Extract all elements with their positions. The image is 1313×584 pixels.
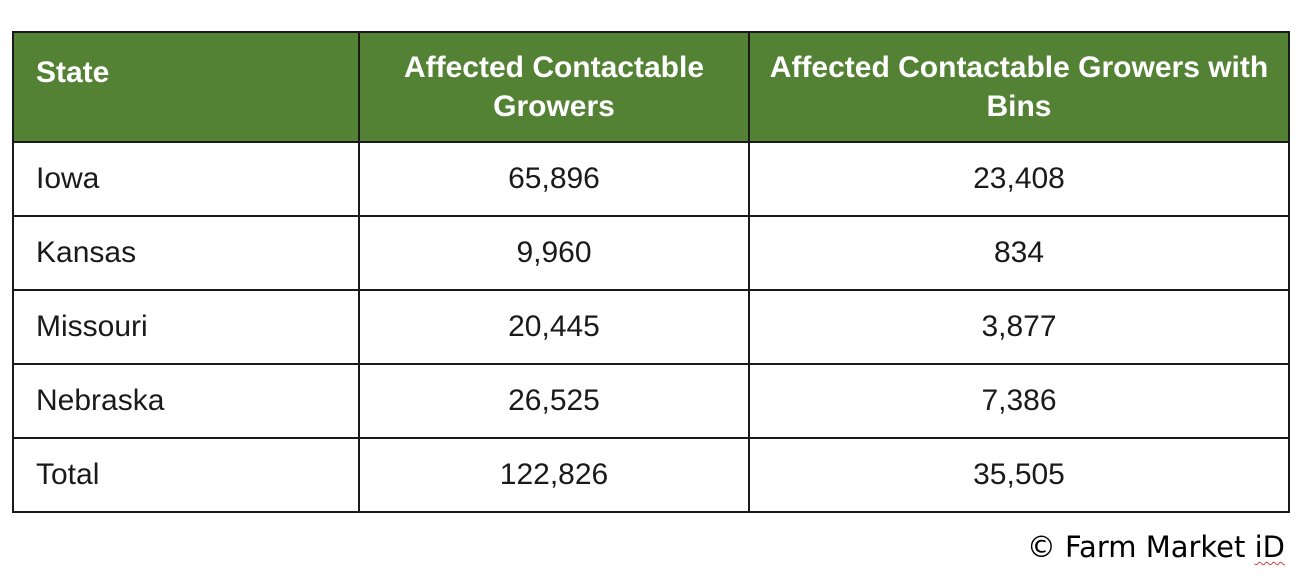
cell-growers: 122,826 [358,437,750,513]
copyright-text: © Farm Market [1026,530,1246,564]
cell-state: Total [12,437,360,513]
table-row: Nebraska 26,525 7,386 [12,363,1290,439]
cell-state: Nebraska [12,363,360,439]
cell-growers: 65,896 [358,141,750,217]
table-row-total: Total 122,826 35,505 [12,437,1290,513]
table-row: Missouri 20,445 3,877 [12,289,1290,365]
copyright-notice: © Farm Market iD [1027,530,1285,564]
cell-growers: 20,445 [358,289,750,365]
cell-state: Kansas [12,215,360,291]
cell-growers-with-bins: 7,386 [748,363,1290,439]
copyright-brand-id: iD [1254,530,1285,564]
growers-table: State Affected Contactable Growers Affec… [12,31,1290,513]
header-state: State [12,31,360,143]
header-affected-growers: Affected Contactable Growers [358,31,750,143]
table-header-row: State Affected Contactable Growers Affec… [12,31,1290,143]
cell-state: Iowa [12,141,360,217]
table-row: Iowa 65,896 23,408 [12,141,1290,217]
table-row: Kansas 9,960 834 [12,215,1290,291]
cell-growers-with-bins: 35,505 [748,437,1290,513]
header-affected-growers-with-bins: Affected Contactable Growers with Bins [748,31,1290,143]
cell-growers-with-bins: 834 [748,215,1290,291]
cell-state: Missouri [12,289,360,365]
cell-growers-with-bins: 3,877 [748,289,1290,365]
cell-growers: 9,960 [358,215,750,291]
cell-growers-with-bins: 23,408 [748,141,1290,217]
cell-growers: 26,525 [358,363,750,439]
